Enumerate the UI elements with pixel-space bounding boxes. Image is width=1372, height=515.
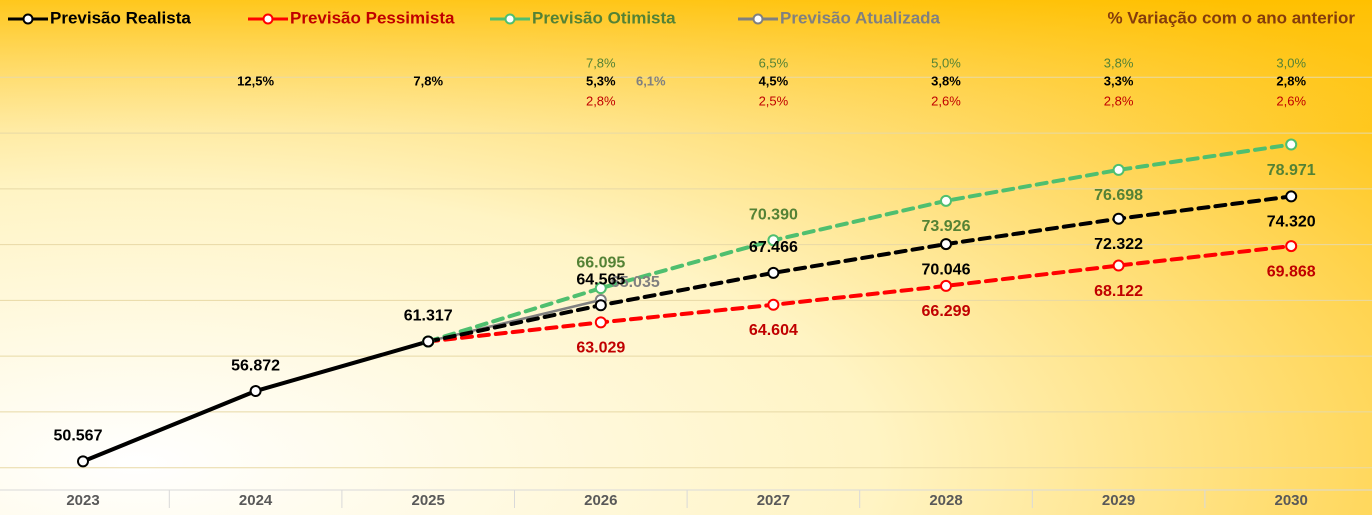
- data-label: 50.567: [54, 428, 103, 445]
- point: [422, 335, 435, 348]
- data-label: 70.390: [749, 206, 798, 223]
- data-label: 70.046: [922, 261, 971, 278]
- data-label: 78.971: [1267, 162, 1316, 179]
- change-label: 2,5%: [759, 93, 789, 108]
- data-label: 66.095: [576, 254, 625, 271]
- annotation: % Variação com o ano anterior: [1107, 8, 1355, 27]
- point: [940, 194, 952, 207]
- change-label: 2,8%: [1276, 73, 1306, 88]
- change-label: 2,6%: [1276, 93, 1306, 108]
- x-tick-label: 2030: [1275, 492, 1308, 509]
- x-tick-label: 2029: [1102, 492, 1135, 509]
- series-line: [426, 142, 1294, 344]
- point: [1285, 190, 1298, 203]
- x-tick-label: 2028: [929, 492, 962, 509]
- legend-label: Previsão Atualizada: [780, 8, 941, 27]
- legend-marker: [22, 13, 34, 25]
- data-label: 64.565: [576, 271, 625, 288]
- change-label: 3,8%: [1104, 55, 1134, 70]
- x-tick-label: 2027: [757, 492, 790, 509]
- change-label: 2,8%: [586, 93, 616, 108]
- point: [767, 298, 780, 311]
- legend-marker: [262, 13, 274, 25]
- point: [249, 385, 262, 398]
- legend-label: Previsão Realista: [50, 8, 191, 27]
- point: [1112, 212, 1125, 225]
- series-line: [426, 194, 1294, 344]
- point: [940, 279, 952, 292]
- data-label: 56.872: [231, 357, 280, 374]
- point: [1285, 240, 1298, 253]
- legend-label: Previsão Otimista: [532, 8, 676, 27]
- change-label: 6,1%: [636, 73, 666, 88]
- data-label: 65.035: [611, 274, 660, 291]
- data-label: 66.299: [922, 303, 971, 320]
- point: [940, 238, 952, 251]
- change-label: 5,3%: [586, 73, 616, 88]
- data-label: 68.122: [1094, 283, 1143, 300]
- x-tick-label: 2023: [66, 492, 99, 509]
- change-label: 3,0%: [1276, 55, 1306, 70]
- x-tick-label: 2024: [239, 492, 273, 509]
- point: [1285, 138, 1298, 151]
- legend-label: Previsão Pessimista: [290, 8, 455, 27]
- point: [1112, 259, 1125, 272]
- data-label: 64.604: [749, 322, 798, 339]
- data-label: 73.926: [922, 218, 971, 235]
- change-label: 5,0%: [931, 55, 961, 70]
- point: [77, 455, 89, 468]
- point: [594, 316, 607, 329]
- data-label: 76.698: [1094, 187, 1143, 204]
- point: [594, 282, 607, 295]
- series-line: [426, 244, 1294, 344]
- data-label: 69.868: [1267, 263, 1316, 280]
- change-label: 3,8%: [931, 73, 961, 88]
- legend-marker: [504, 13, 516, 25]
- change-label: 6,5%: [759, 55, 789, 70]
- change-label: 4,5%: [759, 73, 789, 88]
- data-label: 74.320: [1267, 214, 1316, 231]
- point: [767, 266, 780, 279]
- change-label: 12,5%: [237, 73, 274, 88]
- change-label: 7,8%: [413, 73, 443, 88]
- point: [594, 299, 607, 312]
- change-label: 3,3%: [1104, 73, 1134, 88]
- series-line: [426, 298, 603, 343]
- x-tick-label: 2026: [584, 492, 617, 509]
- change-label: 2,8%: [1104, 93, 1134, 108]
- point: [1112, 163, 1125, 176]
- change-label: 7,8%: [586, 55, 616, 70]
- point: [767, 234, 780, 247]
- data-label: 63.029: [576, 340, 625, 357]
- x-tick-label: 2025: [412, 492, 445, 509]
- change-label: 2,6%: [931, 93, 961, 108]
- data-label: 67.466: [749, 239, 798, 256]
- data-label: 72.322: [1094, 236, 1143, 253]
- legend-marker: [752, 13, 764, 25]
- data-label: 61.317: [404, 308, 453, 325]
